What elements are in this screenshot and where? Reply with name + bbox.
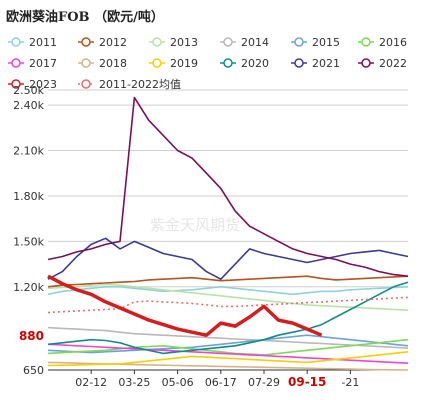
legend-item-2011[interactable]: 2011: [8, 36, 57, 49]
legend-label: 2020: [241, 57, 269, 70]
legend-item-2013[interactable]: 2013: [149, 36, 198, 49]
legend-item-2016[interactable]: 2016: [358, 36, 407, 49]
y-tick-label: 2.50k: [13, 84, 44, 97]
series-line-2014: [47, 326, 409, 349]
series-line-2017: [47, 343, 409, 364]
legend-label: 2023: [29, 78, 57, 91]
legend-item-2015[interactable]: 2015: [291, 36, 340, 49]
y-axis: 650 1.20k 1.50k 1.80k 2.10k 2.40k 2.50k 880: [13, 84, 44, 377]
legend-label: 2012: [99, 36, 127, 49]
series-line-2022: [47, 96, 409, 277]
legend-marker: [81, 58, 91, 68]
series-line-2021: [47, 237, 409, 281]
grid: [48, 89, 408, 371]
legend-marker: [81, 37, 91, 47]
x-tick-label: 03-25: [118, 376, 150, 389]
legend-marker: [11, 58, 21, 68]
legend-marker: [223, 37, 233, 47]
legend-label: 2014: [241, 36, 269, 49]
legend-label: 2017: [29, 57, 57, 70]
x-tick-label: -21: [341, 376, 359, 389]
y-highlight-label: 880: [19, 329, 44, 343]
legend-marker: [223, 58, 233, 68]
x-tick-label: 09-15: [288, 375, 326, 389]
y-tick-label: 2.10k: [13, 145, 44, 158]
legend-label: 2011-2022均值: [99, 78, 181, 91]
legend-item-2019[interactable]: 2019: [149, 57, 198, 70]
legend: 2011 2012 2013 2014 2015 2016 2017 2018 2019 2020…: [8, 36, 407, 91]
series-line-2013: [47, 283, 409, 311]
chart-title: 欧洲葵油FOB （欧元/吨）: [6, 9, 164, 25]
series-line-2019: [47, 351, 409, 367]
series-line-2011-2022: [47, 296, 409, 314]
x-tick-label: 07-29: [248, 376, 280, 389]
legend-label: 2016: [379, 36, 407, 49]
legend-marker: [11, 79, 21, 89]
legend-label: 2018: [99, 57, 127, 70]
legend-marker: [152, 37, 162, 47]
legend-marker: [294, 37, 304, 47]
series-line-2020: [47, 281, 409, 355]
legend-item-2012[interactable]: 2012: [78, 36, 127, 49]
watermark: 紫金天风期货: [150, 216, 240, 234]
y-tick-label: 2.40k: [13, 99, 44, 112]
legend-item-2014[interactable]: 2014: [220, 36, 269, 49]
legend-marker: [152, 58, 162, 68]
series-line-2016: [47, 338, 409, 356]
series-line-2023: [47, 274, 323, 337]
legend-item-2018[interactable]: 2018: [78, 57, 127, 70]
legend-label: 2019: [170, 57, 198, 70]
legend-item-2017[interactable]: 2017: [8, 57, 57, 70]
legend-label: 2021: [312, 57, 340, 70]
series-line-2015: [47, 334, 409, 354]
series-lines: [47, 96, 409, 371]
legend-label: 2013: [170, 36, 198, 49]
legend-item-2011-2022[interactable]: 2011-2022均值: [78, 78, 181, 91]
legend-marker: [294, 58, 304, 68]
legend-label: 2015: [312, 36, 340, 49]
y-tick-label: 650: [23, 364, 44, 377]
series-line-2011: [47, 285, 409, 296]
y-tick-label: 1.50k: [13, 235, 44, 248]
y-tick-label: 1.80k: [13, 190, 44, 203]
legend-item-2021[interactable]: 2021: [291, 57, 340, 70]
x-tick-label: 02-12: [75, 376, 107, 389]
x-axis: 02-12 03-25 05-06 06-17 07-29 09-15 -21: [48, 369, 408, 389]
legend-marker: [361, 37, 371, 47]
legend-label: 2022: [379, 57, 407, 70]
legend-item-2022[interactable]: 2022: [358, 57, 407, 70]
legend-label: 2011: [29, 36, 57, 49]
legend-marker: [11, 37, 21, 47]
legend-item-2020[interactable]: 2020: [220, 57, 269, 70]
series-line-2012: [47, 275, 409, 288]
x-tick-label: 05-06: [162, 376, 194, 389]
legend-item-2023[interactable]: 2023: [8, 78, 57, 91]
x-tick-label: 06-17: [205, 376, 237, 389]
y-tick-label: 1.20k: [13, 281, 44, 294]
legend-marker: [81, 79, 91, 89]
legend-marker: [361, 58, 371, 68]
